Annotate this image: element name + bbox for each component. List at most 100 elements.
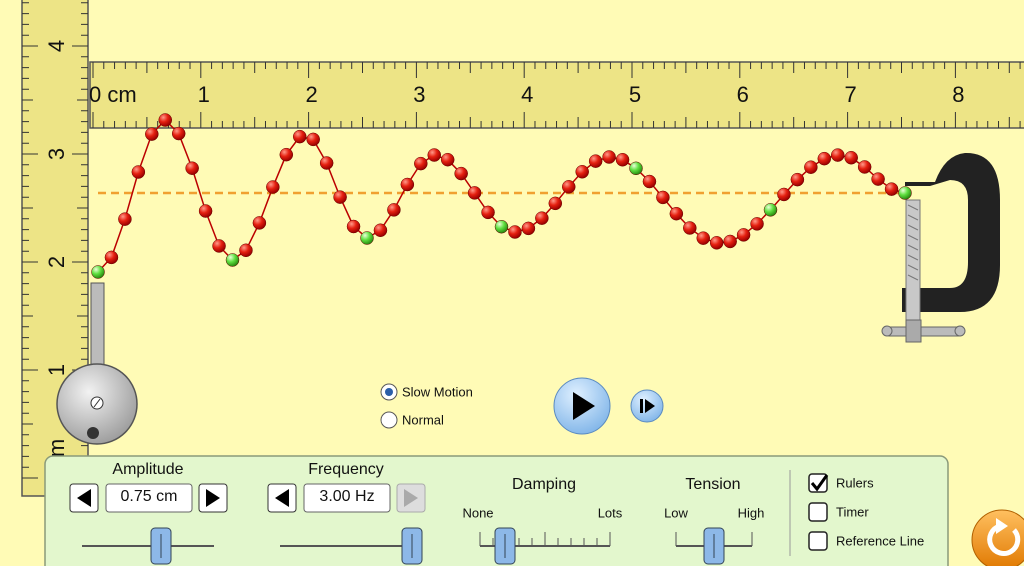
radio-dot xyxy=(385,388,393,396)
control-label: Amplitude xyxy=(112,461,183,478)
bead xyxy=(831,148,845,162)
bead xyxy=(736,228,751,242)
bead xyxy=(306,132,320,147)
oscillator[interactable] xyxy=(56,282,138,445)
bead xyxy=(615,152,630,167)
clamp xyxy=(881,152,1000,343)
bead xyxy=(373,223,388,237)
tension-slider[interactable]: Tension Low High xyxy=(664,476,765,565)
slider-min-label: None xyxy=(462,505,493,520)
string xyxy=(91,113,912,279)
bead xyxy=(212,239,226,253)
bead xyxy=(279,147,294,162)
bead xyxy=(588,154,603,168)
bead xyxy=(91,265,105,279)
bead xyxy=(225,253,240,267)
bead xyxy=(171,126,186,141)
bead xyxy=(884,182,899,196)
bead xyxy=(562,180,576,194)
bead xyxy=(575,165,589,179)
bead xyxy=(656,190,670,205)
bead xyxy=(481,205,495,220)
value-display: 3.00 Hz xyxy=(319,488,374,505)
value-display: 0.75 cm xyxy=(121,488,178,505)
bead xyxy=(871,172,885,186)
bead xyxy=(104,250,119,265)
ruler-label: 4 xyxy=(521,82,533,107)
bead xyxy=(629,161,643,176)
bead xyxy=(454,166,468,181)
bead xyxy=(683,221,697,235)
bead xyxy=(467,186,482,200)
bead xyxy=(548,196,563,211)
bead xyxy=(252,216,267,230)
control-label: Damping xyxy=(512,476,576,493)
bead xyxy=(414,156,428,171)
play-button[interactable] xyxy=(553,377,611,435)
ruler-ticks xyxy=(22,2,88,479)
ruler-unit: m xyxy=(44,439,69,457)
ruler-label: 0 cm xyxy=(89,82,137,107)
bead xyxy=(239,243,253,258)
amplitude-controls[interactable]: 0.75 cm xyxy=(69,483,228,565)
checkbox-label: Rulers xyxy=(836,475,874,490)
bead xyxy=(131,165,146,179)
ruler-label: 8 xyxy=(952,82,964,107)
step-button[interactable] xyxy=(630,389,664,423)
bead xyxy=(709,236,724,250)
bead xyxy=(669,206,684,221)
radio-label: Normal xyxy=(402,412,444,427)
bead xyxy=(642,174,657,189)
bead xyxy=(185,161,199,175)
ruler-label: 3 xyxy=(44,148,69,160)
bead xyxy=(521,221,536,236)
bead xyxy=(346,219,361,234)
slider-max-label: Lots xyxy=(598,505,623,520)
bead xyxy=(723,234,737,249)
ruler-label: 1 xyxy=(44,364,69,376)
bead xyxy=(360,231,374,245)
bead xyxy=(804,160,818,174)
slider-min-label: Low xyxy=(664,505,688,520)
ruler-label: 7 xyxy=(844,82,856,107)
speed-radio[interactable]: Slow Motion Normal xyxy=(380,383,473,429)
bead xyxy=(898,186,912,200)
bead xyxy=(158,113,172,127)
bead xyxy=(844,150,858,165)
bead xyxy=(763,203,778,217)
control-label: Frequency xyxy=(308,461,384,478)
radio-label: Slow Motion xyxy=(402,384,473,399)
ruler-label: 1 xyxy=(198,82,210,107)
ruler-label: 5 xyxy=(629,82,641,107)
control-label: Tension xyxy=(685,476,740,493)
checkbox-label: Reference Line xyxy=(836,533,924,548)
ruler-label: 2 xyxy=(44,256,69,268)
bead xyxy=(387,203,401,217)
bead xyxy=(817,151,832,166)
ruler-label: 3 xyxy=(413,82,425,107)
slider-max-label: High xyxy=(738,505,765,520)
checkbox-group[interactable]: Rulers Timer Reference Line xyxy=(808,473,924,551)
ruler-ticks xyxy=(92,62,1021,128)
bead xyxy=(266,180,280,194)
frequency-controls[interactable]: 3.00 Hz xyxy=(267,483,426,565)
damping-slider[interactable]: Damping None Lots xyxy=(462,476,623,565)
bead xyxy=(535,211,549,225)
bead xyxy=(118,212,132,226)
bead xyxy=(293,129,307,144)
horizontal-ruler[interactable]: 0 cm 1 2 3 4 5 6 7 8 xyxy=(89,61,1024,129)
bead xyxy=(857,160,872,174)
ruler-label: 6 xyxy=(737,82,749,107)
bead xyxy=(508,225,522,239)
checkmark xyxy=(810,474,829,492)
checkbox-label: Timer xyxy=(836,504,869,519)
bead xyxy=(145,127,159,141)
checkbox xyxy=(808,531,828,551)
bead xyxy=(198,204,213,218)
checkbox xyxy=(808,473,828,493)
bead xyxy=(427,148,441,162)
bead xyxy=(777,187,791,202)
bead xyxy=(440,152,455,167)
bead xyxy=(750,217,764,231)
bead xyxy=(400,177,415,192)
